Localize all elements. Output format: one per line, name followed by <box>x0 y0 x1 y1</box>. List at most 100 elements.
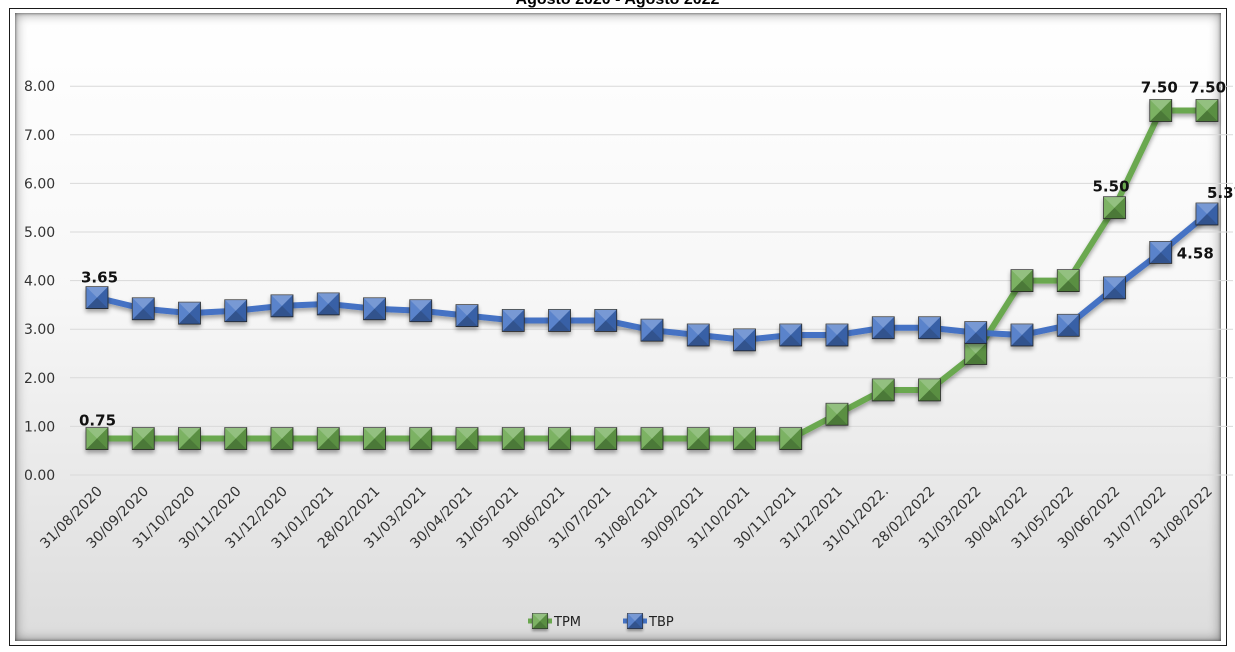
marker-facet <box>698 427 710 450</box>
marker-facet <box>532 613 540 629</box>
point-tbp <box>918 316 941 340</box>
point-tpm <box>964 342 988 365</box>
marker-facet <box>1103 207 1126 219</box>
marker-facet <box>548 309 560 332</box>
marker-facet <box>374 297 386 320</box>
marker-facet <box>733 328 756 340</box>
marker-facet <box>687 324 710 336</box>
point-tpm <box>1149 99 1173 122</box>
marker-facet <box>1196 203 1218 215</box>
marker-facet <box>409 299 432 311</box>
marker-facet <box>605 309 617 332</box>
marker-facet <box>1011 324 1033 336</box>
marker-facet <box>594 438 617 450</box>
marker-facet <box>1114 276 1126 299</box>
marker-facet <box>271 294 293 306</box>
marker-facet <box>235 299 247 322</box>
point-tbp <box>871 316 895 340</box>
marker-facet <box>641 319 663 331</box>
marker-facet <box>502 438 525 450</box>
marker-facet <box>374 427 386 450</box>
marker-facet <box>687 335 710 347</box>
marker-facet <box>409 310 432 322</box>
marker-facet <box>627 621 643 629</box>
marker-facet <box>409 427 421 450</box>
chart-title: Agosto 2020 - Agosto 2022 <box>0 0 1235 9</box>
point-tpm <box>363 427 386 450</box>
marker-facet <box>456 427 467 450</box>
marker-facet <box>559 309 571 332</box>
marker-facet <box>627 613 643 621</box>
marker-facet <box>1207 99 1218 122</box>
marker-facet <box>132 427 144 450</box>
marker-facet <box>132 308 155 320</box>
marker-facet <box>178 302 190 325</box>
marker-facet <box>641 319 652 342</box>
marker-facet <box>456 315 478 327</box>
marker-facet <box>420 427 432 450</box>
marker-facet <box>1207 203 1218 226</box>
point-tpm <box>918 378 941 402</box>
point-tbp <box>1149 241 1173 264</box>
legend-item-tpm: TPM <box>528 613 581 630</box>
marker-facet <box>420 299 432 322</box>
point-tbp <box>1195 202 1219 226</box>
point-tbp <box>363 297 386 321</box>
marker-facet <box>883 378 895 401</box>
marker-facet <box>1149 252 1172 264</box>
marker-facet <box>548 438 571 450</box>
marker-facet <box>86 427 97 450</box>
marker-facet <box>224 299 236 322</box>
marker-facet <box>97 427 108 450</box>
marker-facet <box>456 304 478 316</box>
marker-facet <box>86 427 108 439</box>
marker-facet <box>271 438 293 450</box>
marker-facet <box>698 324 710 347</box>
marker-facet <box>872 378 895 390</box>
marker-facet <box>641 438 663 450</box>
marker-facet <box>363 438 386 450</box>
marker-facet <box>1160 241 1172 264</box>
marker-facet <box>317 303 340 315</box>
marker-facet <box>918 378 941 390</box>
marker-facet <box>513 309 525 332</box>
marker-facet <box>1196 203 1207 226</box>
marker-facet <box>1196 110 1218 122</box>
data-label: 5.37 <box>1207 184 1235 202</box>
marker-facet <box>513 427 525 450</box>
y-axis: 0.00 1.00 2.00 3.00 4.00 5.00 6.00 7.00 8.00 <box>24 79 55 484</box>
marker-facet <box>687 324 699 347</box>
marker-facet <box>1068 314 1080 337</box>
marker-facet <box>1057 269 1080 281</box>
marker-facet <box>86 438 108 450</box>
marker-facet <box>733 427 756 439</box>
marker-facet <box>1057 325 1080 337</box>
marker-facet <box>132 297 155 309</box>
marker-facet <box>744 427 756 450</box>
point-tbp <box>409 299 433 323</box>
y-tick-label: 3.00 <box>24 322 55 338</box>
marker-facet <box>317 438 340 450</box>
marker-facet <box>178 427 201 439</box>
marker-facet <box>1103 287 1126 299</box>
marker-facet <box>86 297 108 309</box>
marker-facet <box>1022 269 1033 292</box>
marker-facet <box>975 342 987 365</box>
marker-facet <box>779 427 802 439</box>
point-tpm <box>686 427 710 450</box>
marker-facet <box>1196 214 1218 226</box>
point-tbp <box>178 301 201 325</box>
marker-facet <box>224 438 247 450</box>
marker-facet <box>1011 335 1033 347</box>
marker-facet <box>363 308 386 320</box>
point-tpm <box>178 427 201 450</box>
marker-facet <box>271 294 282 317</box>
marker-facet <box>502 427 514 450</box>
point-tpm <box>501 427 525 450</box>
point-tbp <box>825 323 849 347</box>
marker-facet <box>271 427 293 439</box>
legend-item-tbp: TBP <box>623 613 674 630</box>
marker-facet <box>826 403 837 426</box>
marker-facet <box>224 427 247 439</box>
marker-facet <box>826 324 848 336</box>
